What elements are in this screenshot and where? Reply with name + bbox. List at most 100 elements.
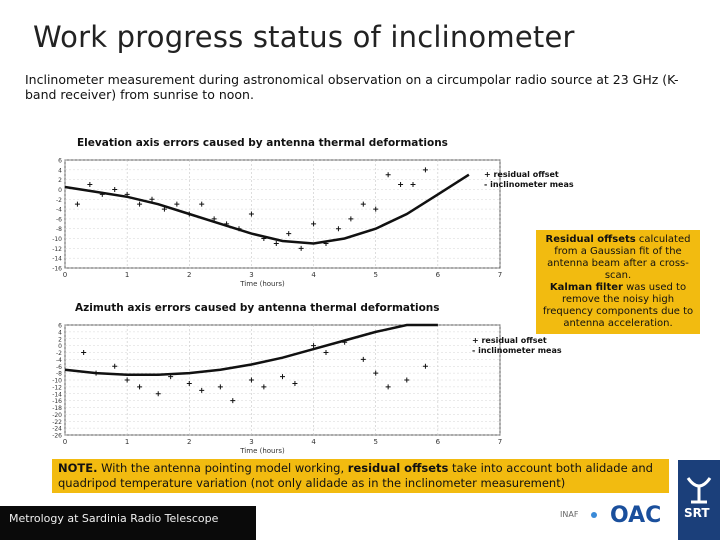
azimuth-y-tick-label: 0 xyxy=(58,343,62,350)
elevation-residual-point xyxy=(199,201,205,207)
elevation-x-tick-label: 0 xyxy=(63,271,67,279)
elevation-x-tick-label: 1 xyxy=(125,271,129,279)
elevation-residual-point xyxy=(410,182,416,188)
azimuth-x-tick-label: 6 xyxy=(436,438,441,446)
kalman-text: was used to remove the noisy high freque… xyxy=(542,282,694,329)
azimuth-residual-point xyxy=(93,370,99,376)
elevation-y-tick-label: 0 xyxy=(58,187,62,194)
elevation-residual-point xyxy=(99,191,105,197)
elevation-x-tick-label: 6 xyxy=(436,271,441,279)
azimuth-inclinometer-line xyxy=(64,323,438,377)
elevation-residual-point xyxy=(323,240,329,246)
azimuth-residual-point xyxy=(155,391,161,397)
azimuth-y-tick-label: -16 xyxy=(52,398,62,405)
elevation-y-tick-label: -4 xyxy=(56,207,62,214)
elevation-y-tick-label: 6 xyxy=(58,158,62,165)
elevation-residual-point xyxy=(360,201,366,207)
azimuth-residual-point xyxy=(360,356,366,362)
azimuth-residual-point xyxy=(422,363,428,369)
elevation-residual-point xyxy=(286,231,292,237)
bottom-note: NOTE. With the antenna pointing model wo… xyxy=(52,459,669,493)
elevation-residual-point xyxy=(112,186,118,192)
elevation-residual-point xyxy=(74,201,80,207)
elevation-x-tick-label: 4 xyxy=(311,271,316,279)
azimuth-x-tick-label: 7 xyxy=(498,438,502,446)
azimuth-residual-point xyxy=(311,343,317,349)
elevation-residual-point xyxy=(422,167,428,173)
footer-text: Metrology at Sardinia Radio Telescope xyxy=(9,512,219,525)
elevation-y-tick-label: -16 xyxy=(52,266,62,273)
elevation-y-tick-label: -14 xyxy=(52,256,62,263)
azimuth-x-tick-label: 2 xyxy=(187,438,191,446)
elevation-chart-title: Elevation axis errors caused by antenna … xyxy=(77,137,448,149)
azimuth-y-tick-label: -24 xyxy=(52,426,62,433)
azimuth-y-tick-label: -10 xyxy=(52,378,62,385)
elevation-plot-area xyxy=(64,159,501,269)
elevation-residual-point xyxy=(174,201,180,207)
elevation-residual-point xyxy=(137,201,143,207)
azimuth-y-tick-label: -22 xyxy=(52,419,62,426)
elevation-residual-point xyxy=(348,216,354,222)
azimuth-residual-point xyxy=(248,377,254,383)
azimuth-y-tick-label: 6 xyxy=(58,323,62,330)
azimuth-y-tick-label: -18 xyxy=(52,405,62,412)
elevation-residual-point xyxy=(311,221,317,227)
azimuth-y-tick-label: 2 xyxy=(58,336,62,343)
elevation-x-axis-label: Time (hours) xyxy=(239,280,285,288)
elevation-residual-point xyxy=(161,206,167,212)
azimuth-residual-point xyxy=(168,374,174,380)
azimuth-x-axis-label: Time (hours) xyxy=(239,447,285,455)
azimuth-residual-point xyxy=(404,377,410,383)
azimuth-x-tick-label: 1 xyxy=(125,438,129,446)
azimuth-residual-point xyxy=(230,398,236,404)
elevation-residual-point xyxy=(298,245,304,251)
bottom-note-label: NOTE. xyxy=(58,461,98,475)
elevation-residual-point xyxy=(261,236,267,242)
elevation-residual-point xyxy=(224,221,230,227)
azimuth-residual-point xyxy=(81,350,87,355)
azimuth-y-tick-label: -2 xyxy=(56,350,62,357)
srt-label: SRT xyxy=(684,506,710,520)
residual-offsets-text: calculated from a Gaussian fit of the an… xyxy=(547,234,691,281)
elevation-x-tick-label: 5 xyxy=(373,271,377,279)
elevation-residual-point xyxy=(398,182,404,188)
azimuth-y-tick-label: -20 xyxy=(52,412,62,419)
oac-logo: OAC xyxy=(610,503,662,528)
azimuth-x-tick-label: 5 xyxy=(373,438,377,446)
slide-title: Work progress status of inclinometer xyxy=(33,20,575,54)
elevation-residual-point xyxy=(186,211,192,217)
oac-dot-icon xyxy=(591,512,597,518)
azimuth-y-tick-label: -8 xyxy=(56,371,62,378)
elevation-residual-point xyxy=(149,196,155,202)
elevation-residual-point xyxy=(211,216,217,222)
azimuth-y-tick-label: -6 xyxy=(56,364,62,371)
elevation-residual-point xyxy=(124,191,130,197)
azimuth-x-tick-label: 4 xyxy=(311,438,316,446)
azimuth-chart-title: Azimuth axis errors caused by antenna th… xyxy=(75,302,440,314)
azimuth-residual-point xyxy=(280,374,285,380)
azimuth-legend-entry: - inclinometer meas xyxy=(472,346,562,355)
azimuth-residual-point xyxy=(186,380,192,386)
elevation-residual-point xyxy=(236,226,242,232)
azimuth-residual-point xyxy=(342,339,348,345)
azimuth-y-tick-label: -26 xyxy=(52,433,62,440)
elevation-legend-entry: + residual offset xyxy=(484,170,559,179)
elevation-y-tick-label: -10 xyxy=(52,236,62,243)
elevation-y-tick-label: -2 xyxy=(56,197,62,204)
azimuth-residual-point xyxy=(217,384,223,390)
azimuth-residual-point xyxy=(373,370,379,376)
elevation-x-tick-label: 2 xyxy=(187,271,191,279)
azimuth-y-tick-label: -12 xyxy=(52,384,62,391)
elevation-y-tick-label: 2 xyxy=(58,177,62,184)
kalman-label: Kalman filter xyxy=(549,282,623,293)
elevation-residual-point xyxy=(273,240,279,246)
azimuth-residual-point xyxy=(112,363,118,369)
intro-text: Inclinometer measurement during astronom… xyxy=(25,72,679,102)
inaf-logo: INAF xyxy=(560,510,579,519)
residual-offsets-note: Residual offsets calculated from a Gauss… xyxy=(536,230,700,286)
azimuth-residual-point xyxy=(385,384,391,390)
bottom-note-post: take into account both alidade and quadr… xyxy=(58,461,653,490)
azimuth-residual-point xyxy=(323,350,329,355)
elevation-residual-point xyxy=(385,172,391,178)
elevation-x-tick-label: 3 xyxy=(249,271,253,279)
